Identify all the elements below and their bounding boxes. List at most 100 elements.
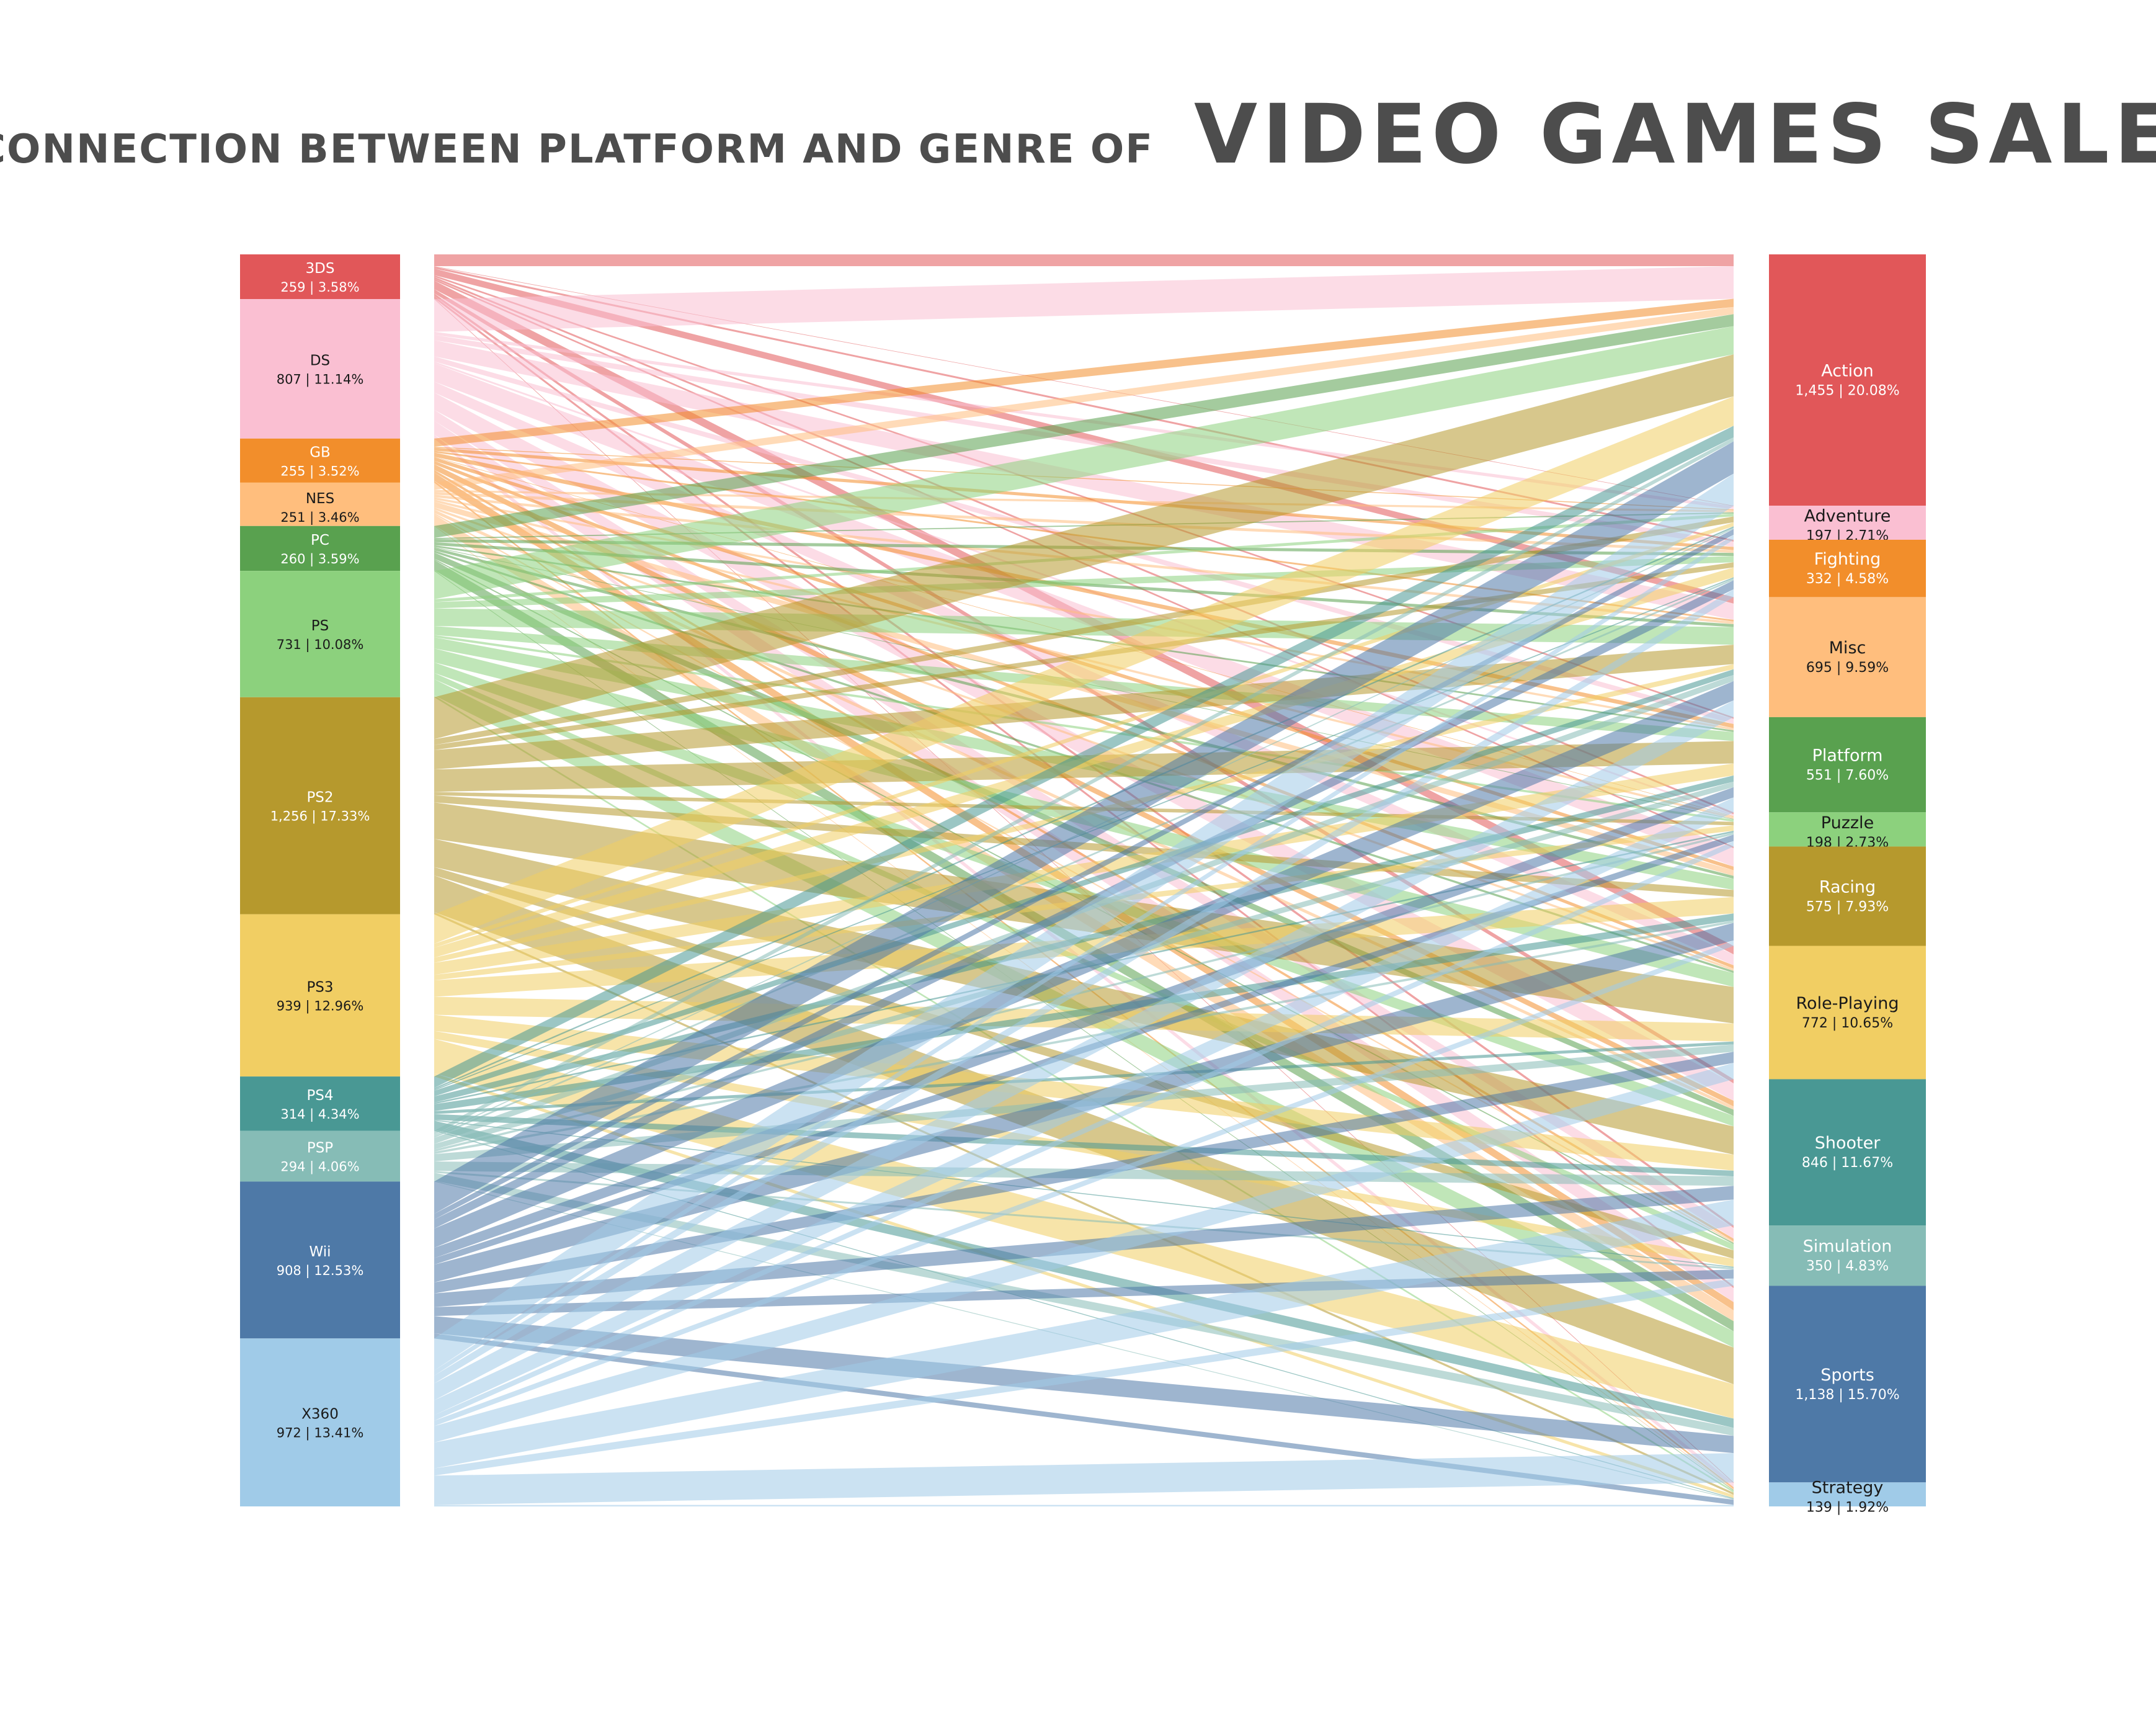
left-node-gb: GB 255 | 3.52% xyxy=(240,438,400,483)
left-node-wii: Wii 908 | 12.53% xyxy=(240,1181,400,1339)
right-node-label: Racing xyxy=(1819,877,1876,897)
link-gb-to-action xyxy=(434,298,1734,447)
left-node-stat: 294 | 4.06% xyxy=(280,1159,359,1174)
left-node-label: X360 xyxy=(301,1407,339,1423)
left-node-stat: 807 | 11.14% xyxy=(277,372,364,388)
link-ps-to-action xyxy=(434,326,1734,599)
right-node-stat: 551 | 7.60% xyxy=(1806,768,1889,784)
left-node-bar xyxy=(240,1130,400,1182)
right-node-bar xyxy=(1769,946,1926,1080)
link-x360-to-platform xyxy=(434,797,1734,1416)
link-wii-to-misc xyxy=(434,681,1734,1248)
left-node-label: GB xyxy=(310,444,331,460)
right-node-stat: 350 | 4.83% xyxy=(1806,1259,1889,1274)
links-layer xyxy=(434,254,1734,1507)
left-node-stat: 255 | 3.52% xyxy=(280,463,359,479)
right-node-fighting: Fighting 332 | 4.58% xyxy=(1769,539,1926,597)
left-node-ps4: PS4 314 | 4.34% xyxy=(240,1076,400,1131)
left-node-label: DS xyxy=(310,353,330,369)
link-ps3-to-simulation xyxy=(434,1031,1734,1267)
link-3ds-to-platform xyxy=(434,275,1734,719)
right-node-label: Role-Playing xyxy=(1796,994,1899,1013)
right-node-platform: Platform 551 | 7.60% xyxy=(1769,717,1926,813)
right-node-stat: 1,455 | 20.08% xyxy=(1795,383,1899,399)
right-node-stat: 846 | 11.67% xyxy=(1802,1155,1893,1171)
left-node-3ds: 3DS 259 | 3.58% xyxy=(240,254,400,300)
right-node-bar xyxy=(1769,1286,1926,1483)
right-node-bar xyxy=(1769,846,1926,946)
left-node-label: NES xyxy=(306,491,334,507)
right-node-label: Sports xyxy=(1820,1366,1874,1385)
left-node-stat: 251 | 3.46% xyxy=(280,510,359,526)
link-wii-to-role-playing xyxy=(434,1052,1734,1294)
link-ps-to-fighting xyxy=(434,556,1734,609)
left-node-bar xyxy=(240,1338,400,1506)
right-node-stat: 139 | 1.92% xyxy=(1806,1500,1889,1516)
left-node-label: PS xyxy=(311,618,329,634)
right-node-stat: 575 | 7.93% xyxy=(1806,899,1889,915)
link-ps3-to-action xyxy=(434,396,1734,944)
left-node-stat: 939 | 12.96% xyxy=(277,998,364,1014)
left-node-label: PS4 xyxy=(306,1088,333,1104)
left-node-psp: PSP 294 | 4.06% xyxy=(240,1130,400,1182)
left-node-bar xyxy=(240,697,400,915)
left-node-bar xyxy=(240,438,400,483)
left-node-bar xyxy=(240,526,400,571)
left-node-label: 3DS xyxy=(306,261,335,277)
right-node-bar xyxy=(1769,539,1926,597)
left-node-stat: 908 | 12.53% xyxy=(277,1263,364,1279)
left-node-ps: PS 731 | 10.08% xyxy=(240,571,400,697)
left-node-label: PC xyxy=(311,532,329,548)
left-node-bar xyxy=(240,571,400,697)
left-node-stat: 731 | 10.08% xyxy=(277,637,364,653)
link-psp-to-action xyxy=(434,437,1734,1135)
link-x360-to-fighting xyxy=(434,589,1734,1384)
right-node-label: Shooter xyxy=(1815,1134,1881,1153)
link-ps2-to-misc xyxy=(434,645,1734,770)
right-node-bar xyxy=(1769,717,1926,813)
link-nes-to-action xyxy=(434,306,1734,490)
left-node-ps3: PS3 939 | 12.96% xyxy=(240,914,400,1077)
right-node-label: Fighting xyxy=(1814,550,1881,569)
left-node-bar xyxy=(240,482,400,526)
left-node-label: Wii xyxy=(309,1244,331,1260)
left-node-label: PS2 xyxy=(306,790,333,806)
left-node-nes: NES 251 | 3.46% xyxy=(240,482,400,526)
right-node-racing: Racing 575 | 7.93% xyxy=(1769,846,1926,946)
left-node-ds: DS 807 | 11.14% xyxy=(240,299,400,439)
link-ps2-to-adventure xyxy=(434,516,1734,745)
link-x360-to-adventure xyxy=(434,534,1734,1376)
right-node-stat: 1,138 | 15.70% xyxy=(1795,1387,1899,1403)
right-node-shooter: Shooter 846 | 11.67% xyxy=(1769,1079,1926,1226)
link-gb-to-adventure xyxy=(434,447,1734,511)
left-node-bar xyxy=(240,914,400,1077)
link-x360-to-shooter xyxy=(434,1199,1734,1469)
left-node-label: PSP xyxy=(307,1140,333,1156)
link-ps2-to-action xyxy=(434,354,1734,740)
link-ps4-to-sports xyxy=(434,1120,1734,1428)
left-node-stat: 259 | 3.58% xyxy=(280,280,359,295)
link-x360-to-sports xyxy=(434,1453,1734,1505)
link-wii-to-action xyxy=(434,441,1734,1214)
link-nes-to-adventure xyxy=(434,490,1734,512)
link-x360-to-strategy xyxy=(434,1505,1734,1507)
right-node-action: Action 1,455 | 20.08% xyxy=(1769,254,1926,506)
link-ps4-to-misc xyxy=(434,669,1734,1097)
right-node-label: Misc xyxy=(1829,638,1866,658)
right-node-simulation: Simulation 350 | 4.83% xyxy=(1769,1225,1926,1286)
left-node-pc: PC 260 | 3.59% xyxy=(240,526,400,571)
left-node-stat: 314 | 4.34% xyxy=(280,1107,359,1122)
link-x360-to-action xyxy=(434,473,1734,1371)
right-node-role-playing: Role-Playing 772 | 10.65% xyxy=(1769,946,1926,1080)
right-node-misc: Misc 695 | 9.59% xyxy=(1769,597,1926,717)
chart-title-main: VIDEO GAMES SALES xyxy=(1194,87,2156,182)
right-node-bar xyxy=(1769,1079,1926,1226)
left-node-x360: X360 972 | 13.41% xyxy=(240,1338,400,1506)
link-x360-to-role-playing xyxy=(434,1063,1734,1443)
right-node-stat: 332 | 4.58% xyxy=(1806,571,1889,587)
left-node-bar xyxy=(240,299,400,439)
right-node-label: Action xyxy=(1821,362,1874,381)
link-x360-to-simulation xyxy=(434,1278,1734,1476)
